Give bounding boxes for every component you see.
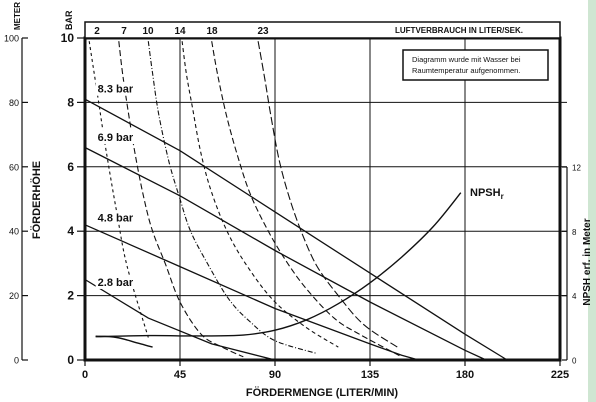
air-curve-18 (211, 41, 402, 358)
npsh-tick-label: 8 (572, 228, 577, 237)
air-value-label: 10 (142, 26, 154, 37)
meter-tick-label: 60 (9, 162, 19, 172)
pump-label-bg-2-8-bar (95, 274, 138, 289)
pump-curve-8-3-bar (84, 98, 508, 361)
note-line-1: Diagramm wurde mit Wasser bei (412, 55, 521, 64)
air-value-label: 23 (257, 26, 269, 37)
air-curve-14 (181, 41, 339, 348)
y-axis-title-left: FÖRDERHÖHE (30, 161, 43, 239)
grid (85, 38, 567, 360)
meter-tick-label: 0 (14, 356, 19, 366)
air-consumption-band (84, 21, 561, 39)
bar-tick-label: 2 (67, 289, 74, 303)
pump-label-2-8-bar: 2.8 bar (98, 277, 134, 289)
note-box: Diagramm wurde mit Wasser bei Raumtemper… (402, 49, 549, 81)
npsh-label-text: NPSH (470, 187, 501, 199)
npsh-curve-group (95, 192, 462, 348)
meter-tick-label: 100 (4, 34, 19, 44)
air-consumption-label: LUFTVERBRAUCH IN LITER/SEK. (395, 26, 523, 35)
air-value-label: 2 (94, 26, 100, 37)
axes (21, 38, 568, 360)
npsh-tick-label: 12 (572, 164, 581, 173)
bar-tick-label: 4 (67, 224, 74, 238)
air-curve-7 (118, 41, 244, 358)
bar-tick-label: 0 (67, 353, 74, 367)
bar-tick-label: 6 (67, 160, 74, 174)
x-tick-label: 135 (361, 369, 379, 381)
air-curve-10 (147, 41, 318, 355)
x-tick-label: 90 (269, 369, 281, 381)
air-value-label: 14 (174, 26, 186, 37)
npsh-curve (95, 192, 462, 338)
npsh-label-sub: r (501, 192, 504, 201)
note-line-2: Raumtemperatur aufgenommen. (412, 66, 520, 75)
pump-label-6-9-bar: 6.9 bar (98, 132, 134, 144)
bar-tick-label: 8 (67, 95, 74, 109)
bar-tick-label: 10 (61, 31, 75, 45)
x-tick-label: 225 (551, 369, 569, 381)
meter-tick-label: 20 (9, 291, 19, 301)
pump-curve-6-9-bar (84, 146, 487, 361)
pump-label-bg-4-8-bar (95, 210, 138, 225)
pump-curves: 8.3 bar 6.9 bar 4.8 bar 2.8 bar (84, 81, 508, 361)
meter-unit-label: METER (13, 2, 22, 30)
meter-tick-label: 40 (9, 227, 19, 237)
note-box-frame (402, 49, 549, 81)
npsh-curve-label: NPSHr (470, 187, 504, 201)
pump-label-bg-6-9-bar (95, 130, 138, 145)
bar-unit-label: BAR (64, 10, 74, 30)
y-axis-title-right: NPSH erf. in Meter (582, 218, 593, 305)
pump-label-bg-8-3-bar (95, 81, 138, 96)
air-curve-23 (257, 41, 398, 348)
x-axis-title: FÖRDERMENGE (LITER/MIN) (246, 386, 398, 399)
x-tick-label: 180 (456, 369, 474, 381)
x-tick-label: 45 (174, 369, 186, 381)
air-value-label: 7 (121, 26, 127, 37)
x-tick-label: 0 (82, 369, 88, 381)
pump-curve-2-8-bar (84, 278, 276, 361)
meter-tick-label: 80 (9, 98, 19, 108)
pump-label-4-8-bar: 4.8 bar (98, 213, 134, 225)
air-value-label: 18 (206, 26, 218, 37)
npsh-tick-label: 0 (572, 357, 577, 366)
pump-curve-4-8-bar (84, 224, 419, 361)
page-edge-stripe (588, 0, 596, 402)
pump-label-8-3-bar: 8.3 bar (98, 84, 134, 96)
npsh-branch (95, 335, 153, 348)
npsh-tick-label: 4 (572, 292, 577, 301)
